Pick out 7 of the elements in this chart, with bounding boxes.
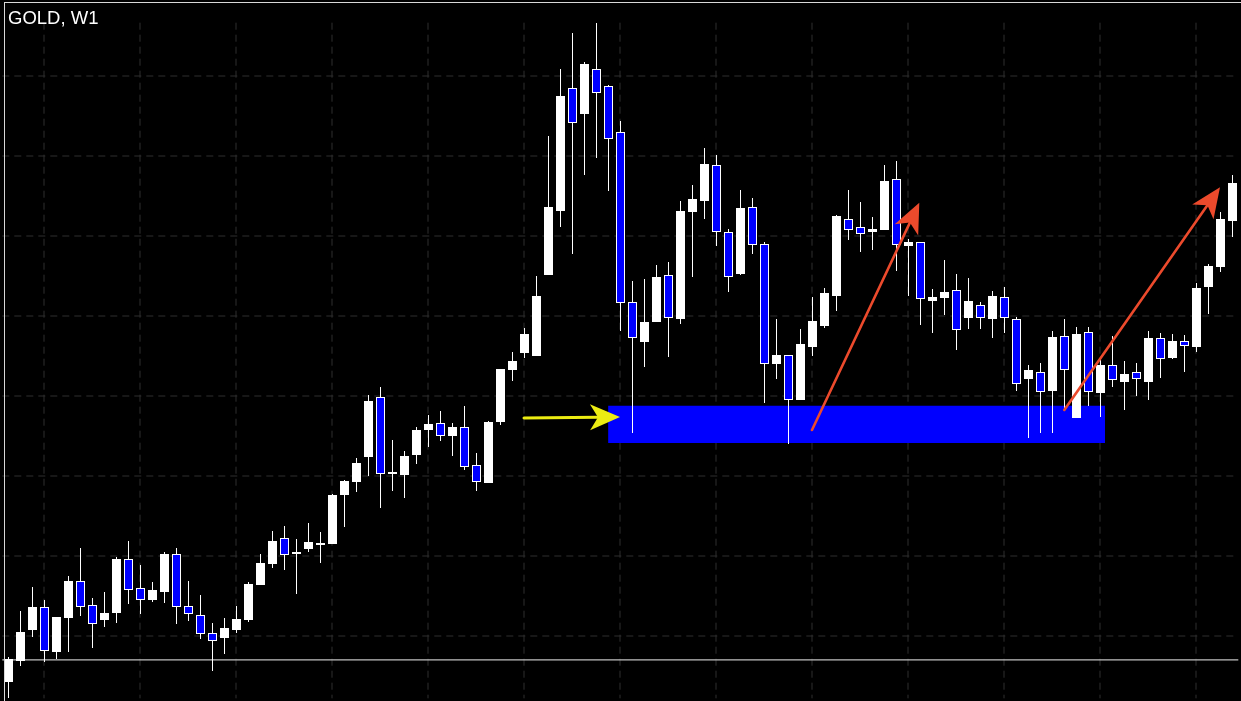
candlestick	[316, 532, 325, 563]
candlestick	[928, 289, 937, 333]
candlestick	[868, 217, 877, 250]
candlestick	[388, 440, 397, 491]
candlestick	[904, 239, 913, 296]
candlestick	[292, 539, 301, 594]
chart-title: GOLD, W1	[8, 7, 99, 28]
